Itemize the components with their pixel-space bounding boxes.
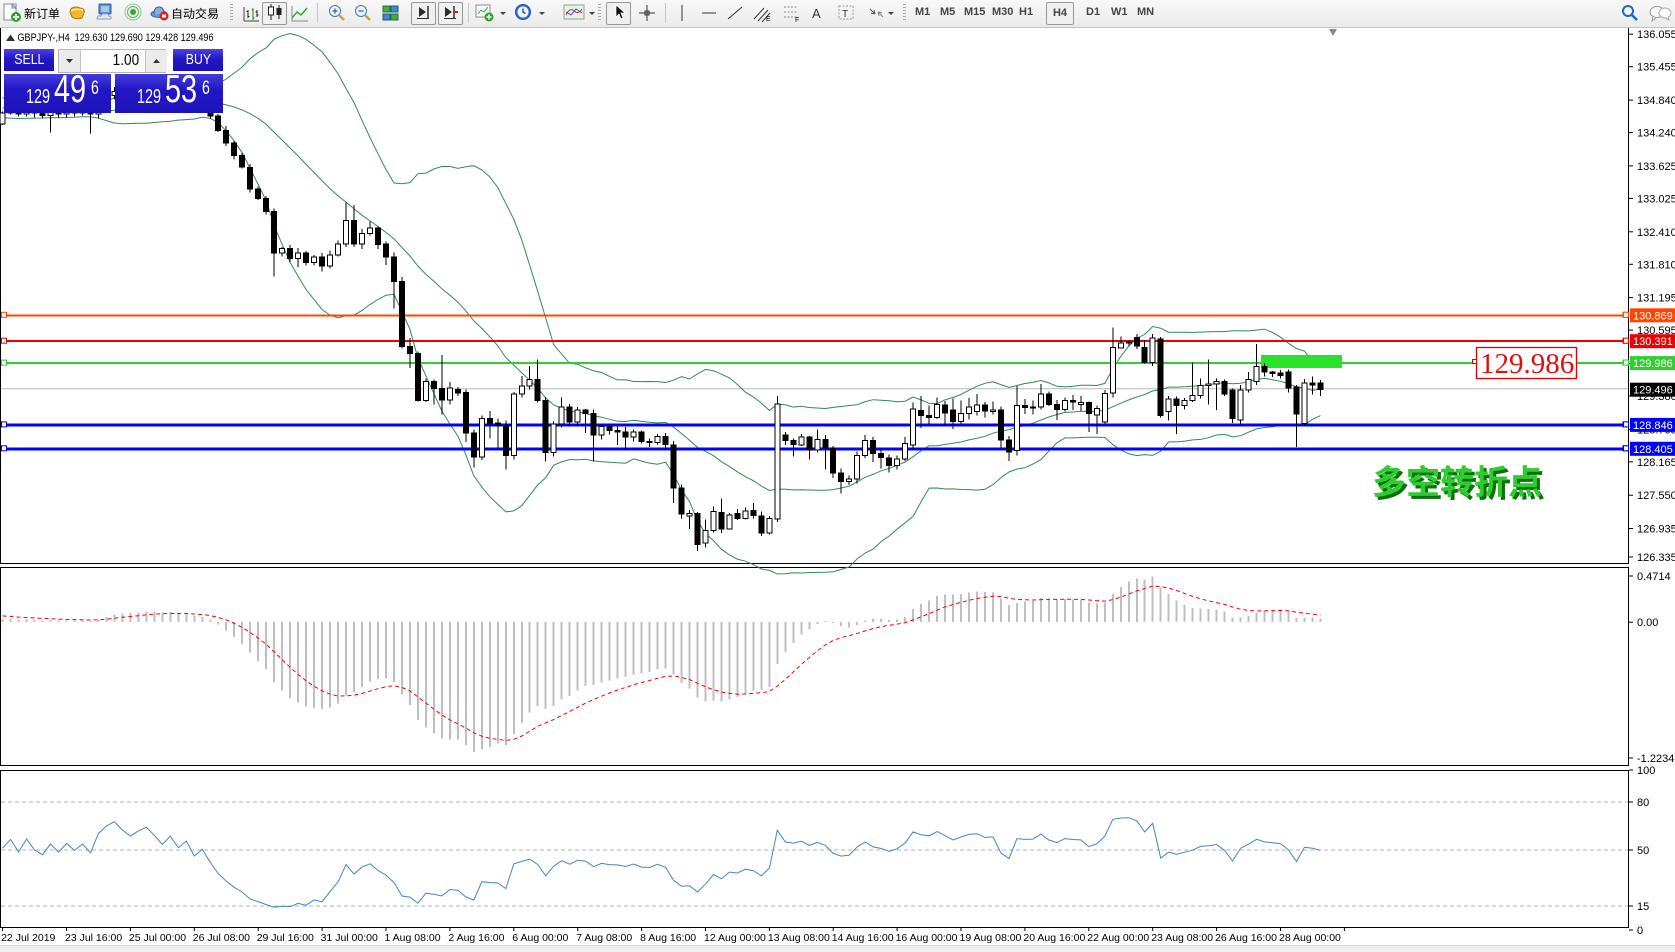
svg-text:22 Jul 2019: 22 Jul 2019 xyxy=(1,932,55,944)
svg-text:29 Jul 16:00: 29 Jul 16:00 xyxy=(257,932,314,944)
svg-text:0.4714: 0.4714 xyxy=(1637,571,1671,583)
svg-text:A: A xyxy=(812,6,821,21)
svg-text:132.410: 132.410 xyxy=(1637,227,1675,239)
svg-text:0: 0 xyxy=(1637,925,1643,937)
svg-text:0.00: 0.00 xyxy=(1637,617,1658,629)
svg-text:130.595: 130.595 xyxy=(1637,325,1675,337)
svg-text:129.986: 129.986 xyxy=(1633,358,1673,370)
svg-text:128.165: 128.165 xyxy=(1637,457,1675,469)
svg-text:31 Jul 00:00: 31 Jul 00:00 xyxy=(321,932,378,944)
svg-text:12 Aug 00:00: 12 Aug 00:00 xyxy=(704,932,766,944)
svg-text:8 Aug 16:00: 8 Aug 16:00 xyxy=(640,932,696,944)
svg-text:2 Aug 16:00: 2 Aug 16:00 xyxy=(448,932,504,944)
svg-text:136.055: 136.055 xyxy=(1637,29,1675,41)
svg-text:26 Jul 08:00: 26 Jul 08:00 xyxy=(193,932,250,944)
svg-text:F: F xyxy=(795,17,799,23)
svg-text:80: 80 xyxy=(1637,797,1649,809)
svg-text:25 Jul 00:00: 25 Jul 00:00 xyxy=(129,932,186,944)
svg-text:E: E xyxy=(766,16,771,23)
svg-text:50: 50 xyxy=(1637,845,1649,857)
svg-text:130.391: 130.391 xyxy=(1633,336,1673,348)
svg-text:134.840: 134.840 xyxy=(1637,95,1675,107)
svg-text:26 Aug 16:00: 26 Aug 16:00 xyxy=(1215,932,1277,944)
svg-text:127.550: 127.550 xyxy=(1637,490,1675,502)
svg-text:100: 100 xyxy=(1637,765,1655,777)
svg-text:28 Aug 00:00: 28 Aug 00:00 xyxy=(1279,932,1341,944)
svg-text:131.810: 131.810 xyxy=(1637,259,1675,271)
svg-text:133.625: 133.625 xyxy=(1637,161,1675,173)
svg-text:13 Aug 08:00: 13 Aug 08:00 xyxy=(768,932,830,944)
svg-text:16 Aug 00:00: 16 Aug 00:00 xyxy=(896,932,958,944)
svg-text:135.455: 135.455 xyxy=(1637,62,1675,74)
svg-text:126.335: 126.335 xyxy=(1637,552,1675,564)
svg-text:7 Aug 08:00: 7 Aug 08:00 xyxy=(576,932,632,944)
svg-text:GBPJPY-,H4 129.630 129.690 12: GBPJPY-,H4 129.630 129.690 129.428 129.4… xyxy=(18,32,214,44)
svg-text:129.986: 129.986 xyxy=(1480,348,1574,380)
svg-text:T: T xyxy=(842,9,848,20)
svg-text:22 Aug 00:00: 22 Aug 00:00 xyxy=(1087,932,1149,944)
svg-text:-1.2234: -1.2234 xyxy=(1637,753,1674,765)
svg-text:23 Aug 08:00: 23 Aug 08:00 xyxy=(1151,932,1213,944)
svg-text:23 Jul 16:00: 23 Jul 16:00 xyxy=(65,932,122,944)
svg-text:134.240: 134.240 xyxy=(1637,128,1675,140)
svg-text:1 Aug 08:00: 1 Aug 08:00 xyxy=(385,932,441,944)
svg-text:126.935: 126.935 xyxy=(1637,524,1675,536)
svg-text:15: 15 xyxy=(1637,901,1649,913)
svg-text:133.025: 133.025 xyxy=(1637,193,1675,205)
svg-text:128.846: 128.846 xyxy=(1633,420,1673,432)
svg-text:128.405: 128.405 xyxy=(1633,444,1673,456)
svg-text:6 Aug 00:00: 6 Aug 00:00 xyxy=(512,932,568,944)
svg-text:20 Aug 16:00: 20 Aug 16:00 xyxy=(1023,932,1085,944)
svg-text:14 Aug 16:00: 14 Aug 16:00 xyxy=(832,932,894,944)
svg-text:19 Aug 08:00: 19 Aug 08:00 xyxy=(960,932,1022,944)
svg-text:130.869: 130.869 xyxy=(1633,310,1673,322)
svg-text:129.496: 129.496 xyxy=(1633,385,1673,397)
svg-text:131.195: 131.195 xyxy=(1637,293,1675,305)
